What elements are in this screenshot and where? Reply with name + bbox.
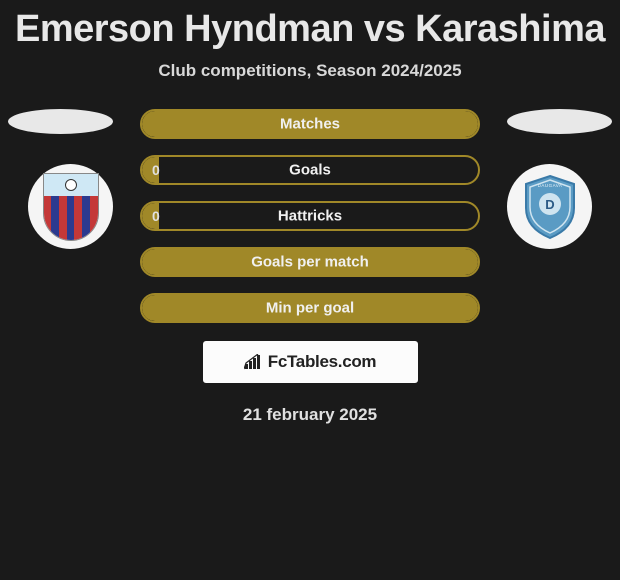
- club-badge-left: [28, 164, 113, 249]
- svg-text:D: D: [545, 197, 554, 212]
- stat-bar-matches: Matches: [140, 109, 480, 139]
- brand-attribution[interactable]: FcTables.com: [203, 341, 418, 383]
- stat-value-left: 0: [152, 208, 160, 224]
- player-photo-placeholder-right: [507, 109, 612, 134]
- stat-label: Goals: [289, 162, 331, 179]
- footer-date: 21 february 2025: [0, 405, 620, 425]
- daugava-crest-icon: D DAUGAVA: [522, 174, 578, 240]
- svg-text:DAUGAVA: DAUGAVA: [537, 183, 562, 188]
- player-photo-placeholder-left: [8, 109, 113, 134]
- stat-label: Min per goal: [266, 300, 354, 317]
- brand-text: FcTables.com: [268, 352, 377, 372]
- stat-label: Goals per match: [251, 254, 369, 271]
- stat-bar-goals: 0 Goals: [140, 155, 480, 185]
- stat-value-left: 0: [152, 162, 160, 178]
- stat-label: Hattricks: [278, 208, 342, 225]
- stat-bar-hattricks: 0 Hattricks: [140, 201, 480, 231]
- stat-bar-goals-per-match: Goals per match: [140, 247, 480, 277]
- bar-chart-icon: [244, 354, 264, 370]
- stat-label: Matches: [280, 116, 340, 133]
- page-subtitle: Club competitions, Season 2024/2025: [0, 61, 620, 81]
- stat-bars: Matches 0 Goals 0 Hattricks Goals per ma…: [140, 109, 480, 323]
- page-title: Emerson Hyndman vs Karashima: [0, 0, 620, 51]
- stat-bar-min-per-goal: Min per goal: [140, 293, 480, 323]
- paide-crest-icon: [43, 173, 99, 241]
- club-badge-right: D DAUGAVA: [507, 164, 592, 249]
- comparison-panel: D DAUGAVA Matches 0 Goals 0 Hattricks Go…: [0, 109, 620, 425]
